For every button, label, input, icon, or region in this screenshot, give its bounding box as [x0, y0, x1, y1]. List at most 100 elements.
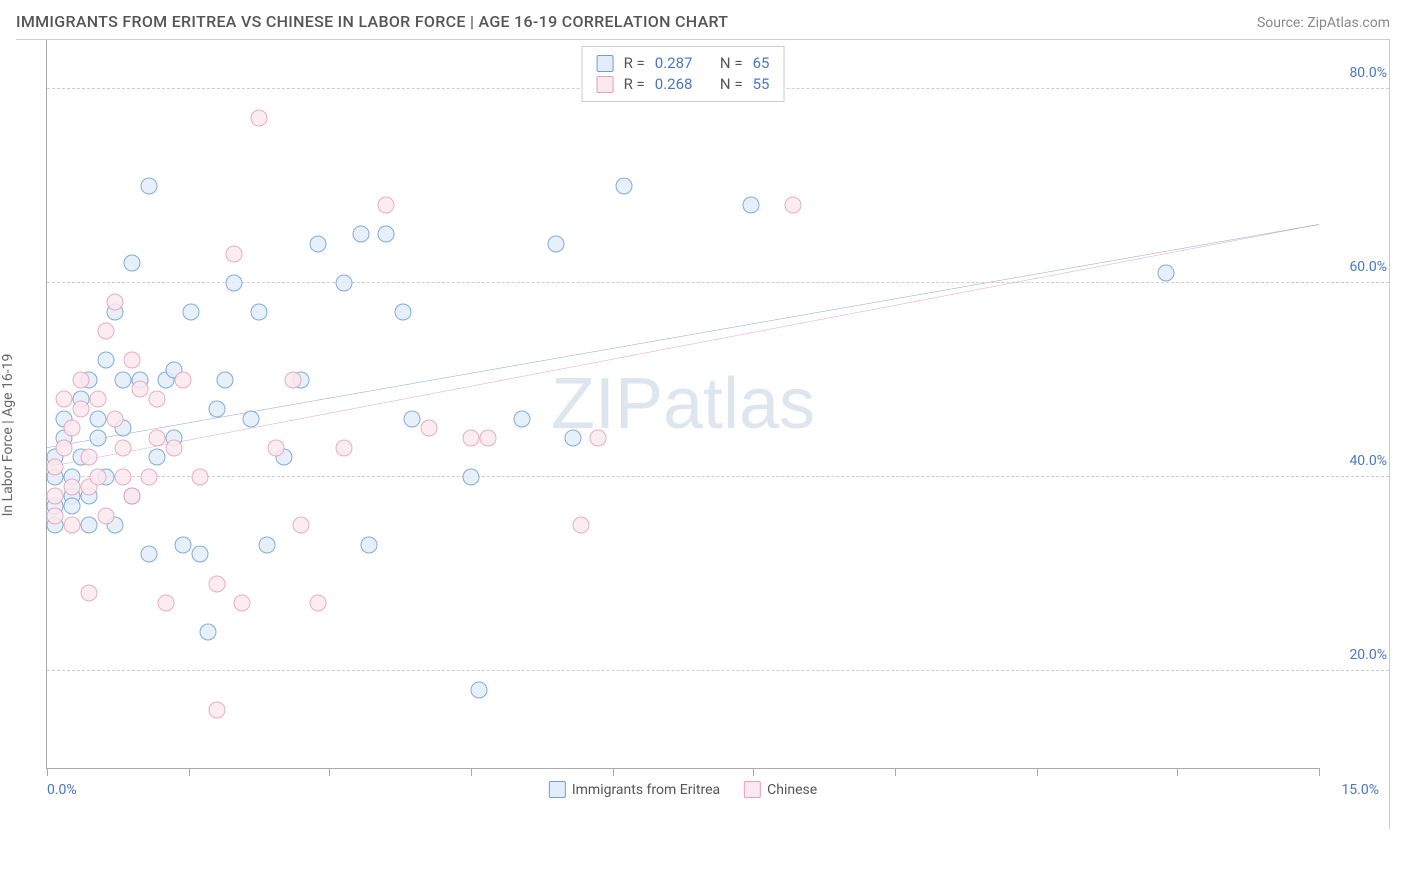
data-point: [335, 274, 352, 291]
data-point: [234, 595, 251, 612]
data-point: [81, 449, 98, 466]
data-point: [72, 371, 89, 388]
n-value-chinese: 55: [753, 74, 770, 95]
data-point: [174, 536, 191, 553]
data-point: [242, 410, 259, 427]
data-point: [98, 507, 115, 524]
chart-header: IMMIGRANTS FROM ERITREA VS CHINESE IN LA…: [0, 0, 1406, 39]
data-point: [72, 400, 89, 417]
y-axis-label: In Labor Force | Age 16-19: [0, 353, 16, 516]
series-name-chinese: Chinese: [767, 782, 817, 798]
data-point: [191, 546, 208, 563]
data-point: [132, 381, 149, 398]
data-point: [225, 274, 242, 291]
r-label: R =: [624, 74, 645, 95]
data-point: [513, 410, 530, 427]
data-point: [98, 323, 115, 340]
data-point: [310, 235, 327, 252]
data-point: [742, 197, 759, 214]
chart-title: IMMIGRANTS FROM ERITREA VS CHINESE IN LA…: [16, 12, 728, 31]
x-tick: [613, 768, 614, 776]
correlation-legend: R = 0.287 N = 65 R = 0.268 N = 55: [582, 46, 785, 102]
swatch-chinese-icon: [744, 781, 761, 798]
data-point: [208, 701, 225, 718]
data-point: [123, 488, 140, 505]
gridline: [47, 670, 1389, 671]
data-point: [89, 468, 106, 485]
data-point: [217, 371, 234, 388]
data-point: [149, 391, 166, 408]
data-point: [267, 439, 284, 456]
data-point: [157, 595, 174, 612]
data-point: [174, 371, 191, 388]
data-point: [115, 439, 132, 456]
data-point: [123, 352, 140, 369]
data-point: [140, 468, 157, 485]
data-point: [352, 226, 369, 243]
data-point: [89, 391, 106, 408]
data-point: [251, 109, 268, 126]
r-label: R =: [624, 53, 645, 74]
data-point: [81, 585, 98, 602]
data-point: [64, 420, 81, 437]
x-axis-label-right: 15.0%: [1341, 782, 1379, 798]
data-point: [615, 177, 632, 194]
data-point: [1158, 264, 1175, 281]
data-point: [293, 517, 310, 534]
data-point: [140, 177, 157, 194]
x-tick: [1319, 768, 1320, 776]
data-point: [191, 468, 208, 485]
data-point: [471, 682, 488, 699]
data-point: [55, 439, 72, 456]
data-point: [378, 197, 395, 214]
x-tick: [189, 768, 190, 776]
data-point: [140, 546, 157, 563]
plot-area: ZIPatlas R = 0.287 N = 65 R = 0.268 N = …: [46, 40, 1319, 769]
trend-lines: [47, 40, 1319, 768]
gridline: [47, 476, 1389, 477]
data-point: [479, 429, 496, 446]
x-tick: [47, 768, 48, 776]
x-tick: [1037, 768, 1038, 776]
x-tick: [471, 768, 472, 776]
data-point: [361, 536, 378, 553]
data-point: [590, 429, 607, 446]
series-legend: Immigrants from Eritrea Chinese: [549, 781, 817, 798]
x-tick: [895, 768, 896, 776]
legend-item-eritrea: Immigrants from Eritrea: [549, 781, 720, 798]
data-point: [208, 400, 225, 417]
data-point: [183, 303, 200, 320]
source-label: Source: ZipAtlas.com: [1257, 15, 1390, 31]
data-point: [785, 197, 802, 214]
data-point: [47, 507, 64, 524]
data-point: [284, 371, 301, 388]
data-point: [64, 517, 81, 534]
data-point: [395, 303, 412, 320]
data-point: [403, 410, 420, 427]
n-label: N =: [720, 74, 743, 95]
data-point: [98, 352, 115, 369]
chart-container: In Labor Force | Age 16-19 ZIPatlas R = …: [16, 39, 1390, 829]
data-point: [81, 517, 98, 534]
data-point: [251, 303, 268, 320]
data-point: [547, 235, 564, 252]
data-point: [310, 595, 327, 612]
data-point: [106, 294, 123, 311]
swatch-chinese: [597, 76, 614, 93]
gridline: [47, 282, 1389, 283]
data-point: [166, 439, 183, 456]
data-point: [463, 429, 480, 446]
data-point: [259, 536, 276, 553]
data-point: [106, 410, 123, 427]
data-point: [335, 439, 352, 456]
swatch-eritrea-icon: [549, 781, 566, 798]
x-tick: [753, 768, 754, 776]
data-point: [573, 517, 590, 534]
data-point: [55, 391, 72, 408]
data-point: [47, 488, 64, 505]
n-label: N =: [720, 53, 743, 74]
x-axis-label-left: 0.0%: [47, 782, 77, 798]
y-tick-label: 40.0%: [1327, 453, 1387, 469]
data-point: [420, 420, 437, 437]
data-point: [47, 459, 64, 476]
